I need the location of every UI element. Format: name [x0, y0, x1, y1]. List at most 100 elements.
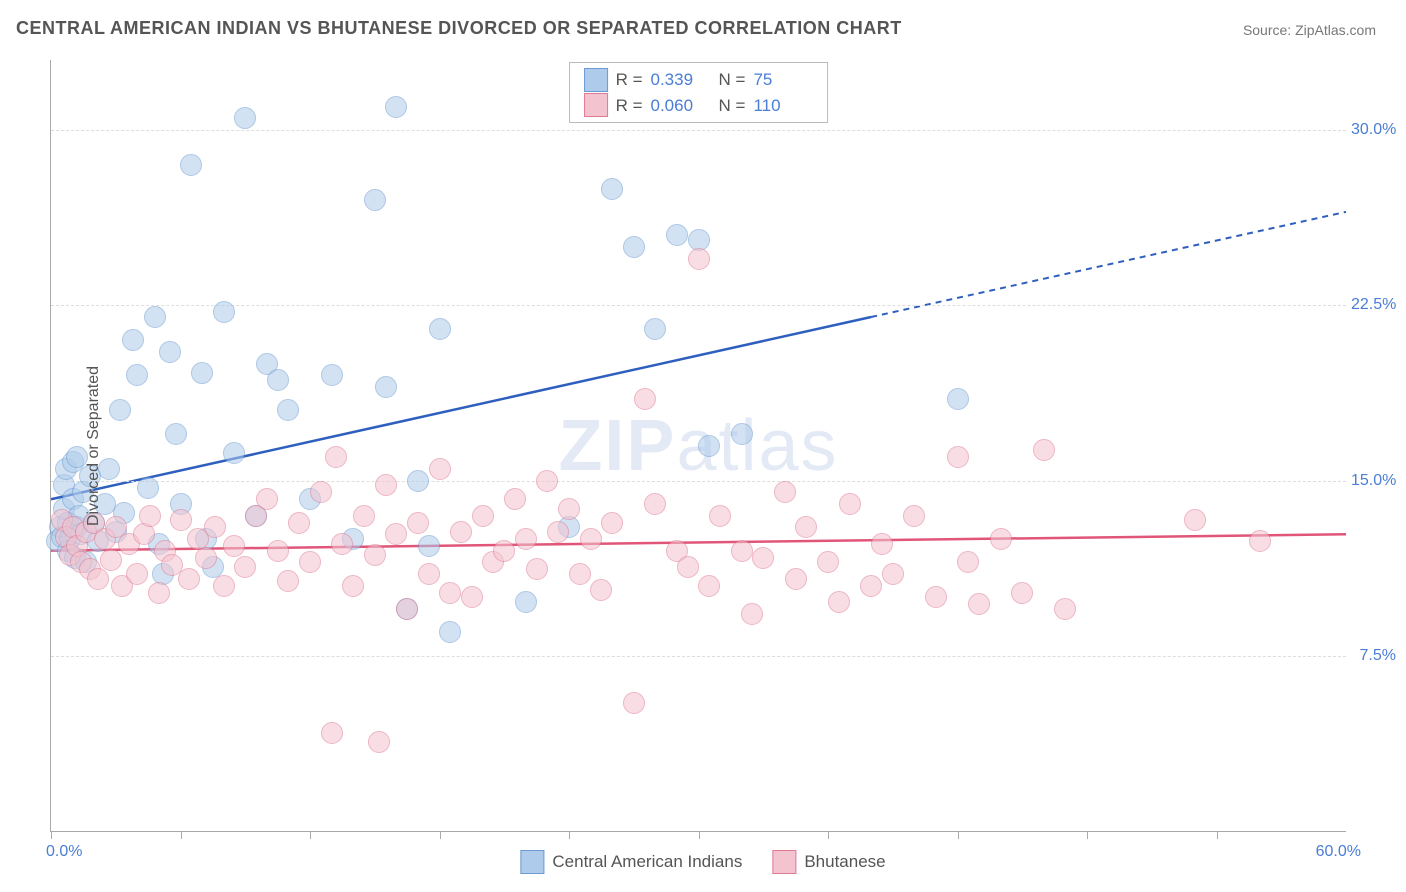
- y-axis-label: Divorced or Separated: [85, 366, 103, 526]
- data-point: [903, 505, 925, 527]
- data-point: [310, 481, 332, 503]
- data-point: [698, 435, 720, 457]
- data-point: [1249, 530, 1271, 552]
- data-point: [288, 512, 310, 534]
- x-tick: [181, 831, 182, 839]
- legend-n-label: N =: [719, 67, 746, 93]
- data-point: [839, 493, 861, 515]
- data-point: [234, 107, 256, 129]
- data-point: [165, 423, 187, 445]
- data-point: [331, 533, 353, 555]
- x-tick: [699, 831, 700, 839]
- x-max-label: 60.0%: [1316, 843, 1361, 861]
- data-point: [277, 399, 299, 421]
- data-point: [407, 470, 429, 492]
- data-point: [195, 547, 217, 569]
- data-point: [87, 568, 109, 590]
- data-point: [159, 341, 181, 363]
- data-point: [677, 556, 699, 578]
- data-point: [515, 591, 537, 613]
- data-point: [100, 549, 122, 571]
- data-point: [321, 364, 343, 386]
- data-point: [429, 318, 451, 340]
- data-point: [368, 731, 390, 753]
- data-point: [396, 598, 418, 620]
- data-point: [968, 593, 990, 615]
- data-point: [731, 423, 753, 445]
- data-point: [223, 535, 245, 557]
- data-point: [666, 224, 688, 246]
- data-point: [558, 498, 580, 520]
- data-point: [601, 512, 623, 534]
- data-point: [170, 509, 192, 531]
- data-point: [325, 446, 347, 468]
- x-tick: [440, 831, 441, 839]
- data-point: [385, 523, 407, 545]
- data-point: [817, 551, 839, 573]
- data-point: [860, 575, 882, 597]
- data-point: [644, 318, 666, 340]
- data-point: [256, 488, 278, 510]
- data-point: [947, 388, 969, 410]
- data-point: [871, 533, 893, 555]
- x-tick: [310, 831, 311, 839]
- data-point: [223, 442, 245, 464]
- legend-row: R = 0.060 N = 110: [584, 93, 814, 119]
- data-point: [882, 563, 904, 585]
- y-tick-label: 7.5%: [1351, 647, 1396, 665]
- data-point: [144, 306, 166, 328]
- data-point: [148, 582, 170, 604]
- data-point: [731, 540, 753, 562]
- legend-swatch: [584, 93, 608, 117]
- data-point: [698, 575, 720, 597]
- data-point: [601, 178, 623, 200]
- data-point: [299, 551, 321, 573]
- data-point: [795, 516, 817, 538]
- data-point: [109, 399, 131, 421]
- legend-r-label: R =: [616, 93, 643, 119]
- data-point: [180, 154, 202, 176]
- data-point: [504, 488, 526, 510]
- data-point: [139, 505, 161, 527]
- x-min-label: 0.0%: [46, 843, 82, 861]
- data-point: [439, 582, 461, 604]
- legend-swatch: [520, 850, 544, 874]
- data-point: [137, 477, 159, 499]
- data-point: [407, 512, 429, 534]
- gridline: [51, 130, 1346, 131]
- data-point: [957, 551, 979, 573]
- gridline: [51, 656, 1346, 657]
- data-point: [1054, 598, 1076, 620]
- data-point: [191, 362, 213, 384]
- data-point: [569, 563, 591, 585]
- data-point: [267, 369, 289, 391]
- x-tick: [569, 831, 570, 839]
- data-point: [1011, 582, 1033, 604]
- data-point: [1184, 509, 1206, 531]
- data-point: [472, 505, 494, 527]
- legend-swatch: [584, 68, 608, 92]
- data-point: [828, 591, 850, 613]
- data-point: [375, 376, 397, 398]
- data-point: [126, 563, 148, 585]
- y-tick-label: 22.5%: [1351, 296, 1396, 314]
- data-point: [623, 236, 645, 258]
- data-point: [925, 586, 947, 608]
- data-point: [990, 528, 1012, 550]
- data-point: [785, 568, 807, 590]
- data-point: [536, 470, 558, 492]
- x-tick: [958, 831, 959, 839]
- data-point: [947, 446, 969, 468]
- source-label: Source: ZipAtlas.com: [1243, 22, 1376, 38]
- legend-top: R = 0.339 N = 75 R = 0.060 N = 110: [569, 62, 829, 123]
- data-point: [375, 474, 397, 496]
- legend-bottom-item: Central American Indians: [520, 850, 742, 874]
- plot-area: ZIPatlas R = 0.339 N = 75 R = 0.060 N = …: [50, 60, 1346, 832]
- chart-title: CENTRAL AMERICAN INDIAN VS BHUTANESE DIV…: [16, 18, 902, 39]
- data-point: [385, 96, 407, 118]
- data-point: [547, 521, 569, 543]
- y-tick-label: 30.0%: [1351, 121, 1396, 139]
- data-point: [126, 364, 148, 386]
- legend-series-label: Bhutanese: [804, 852, 885, 872]
- data-point: [267, 540, 289, 562]
